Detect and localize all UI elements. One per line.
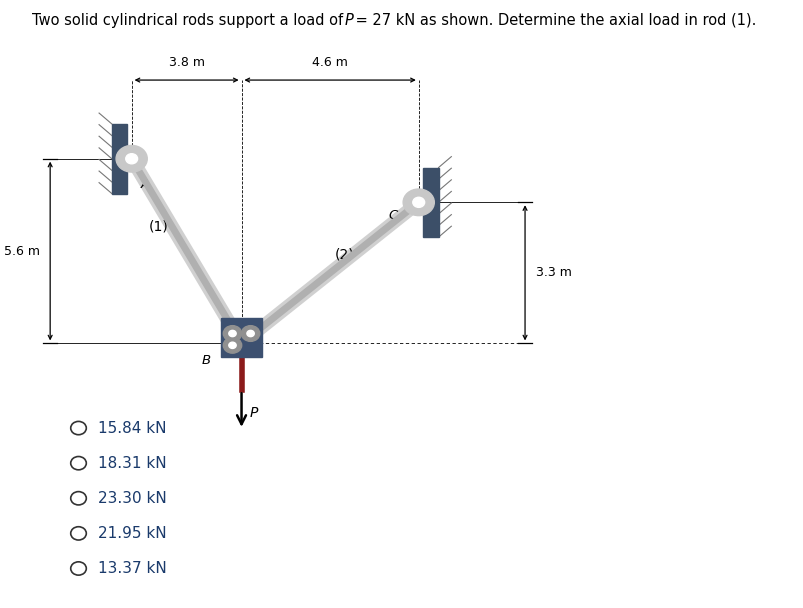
Circle shape: [412, 197, 424, 207]
Bar: [221, 318, 262, 357]
Text: 5.6 m: 5.6 m: [3, 244, 39, 258]
Text: P: P: [250, 406, 258, 420]
Text: 15.84 kN: 15.84 kN: [98, 421, 167, 435]
Text: A: A: [141, 178, 150, 191]
Circle shape: [247, 330, 254, 337]
Text: B: B: [202, 354, 211, 367]
Circle shape: [125, 154, 137, 164]
Text: 3.8 m: 3.8 m: [169, 56, 204, 69]
Circle shape: [241, 326, 259, 341]
Text: 3.3 m: 3.3 m: [535, 266, 571, 279]
Circle shape: [116, 145, 147, 172]
Text: P: P: [344, 13, 353, 28]
Text: 13.37 kN: 13.37 kN: [98, 561, 167, 576]
Circle shape: [223, 337, 242, 353]
Circle shape: [402, 189, 434, 216]
Text: 21.95 kN: 21.95 kN: [98, 526, 167, 541]
Circle shape: [229, 330, 236, 337]
Text: (2): (2): [334, 247, 353, 261]
Text: 4.6 m: 4.6 m: [312, 56, 348, 69]
Bar: [112, 124, 127, 193]
Text: 18.31 kN: 18.31 kN: [98, 455, 167, 471]
Text: C: C: [388, 209, 397, 222]
Bar: [422, 168, 438, 237]
Text: = 27 kN as shown. Determine the axial load in rod (1).: = 27 kN as shown. Determine the axial lo…: [351, 13, 756, 28]
Circle shape: [223, 326, 242, 341]
Text: (1): (1): [149, 220, 168, 234]
Circle shape: [229, 342, 236, 348]
Text: Two solid cylindrical rods support a load of: Two solid cylindrical rods support a loa…: [32, 13, 348, 28]
Text: 23.30 kN: 23.30 kN: [98, 491, 167, 506]
